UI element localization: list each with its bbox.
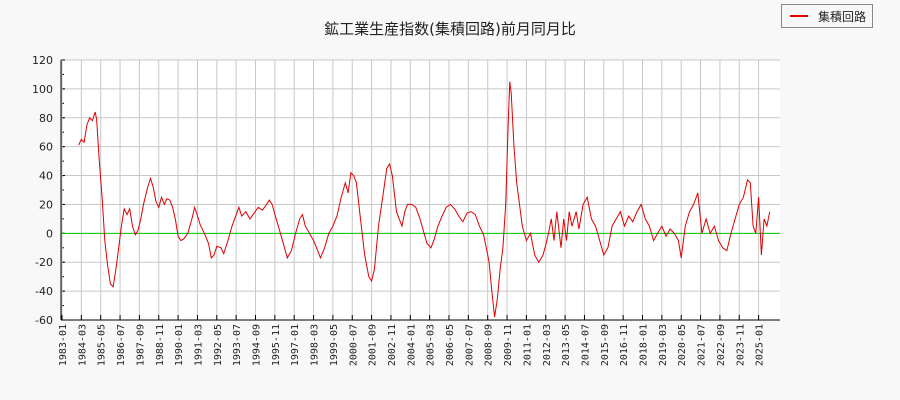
x-tick-label: 2014-07 [580,324,591,366]
legend-label: 集積回路 [818,9,867,24]
legend-swatch-red-line [790,15,808,17]
plot-area [61,60,780,320]
x-tick-label: 2002-11 [387,324,398,366]
x-tick-label: 1988-11 [155,324,166,366]
y-tick-label: 0 [46,227,53,240]
x-tick-label: 1983-01 [58,324,69,366]
y-tick-label: -20 [35,256,53,269]
x-tick-label: 1995-11 [271,324,282,366]
x-tick-label: 2016-11 [619,324,630,366]
x-tick-label: 1998-03 [310,324,321,366]
x-tick-label: 1986-07 [116,324,127,366]
y-tick-label: 40 [39,170,53,183]
x-tick-label: 1994-09 [252,324,263,366]
x-tick-label: 2019-03 [658,324,669,366]
x-tick-label: 2022-09 [716,324,727,366]
x-tick-label: 1991-03 [193,324,204,366]
y-tick-label: 80 [39,112,53,125]
x-tick-label: 2000-07 [348,324,359,366]
x-tick-label: 2009-11 [503,324,514,366]
x-tick-label: 2018-01 [639,324,650,366]
data-line-series [78,81,771,318]
x-tick-label: 2005-03 [426,324,437,366]
x-tick-label: 2004-01 [406,324,417,366]
x-tick-label: 1990-01 [174,324,185,366]
x-tick-label: 1987-09 [135,324,146,366]
x-tick-label: 2011-01 [522,324,533,366]
chart-title: 鉱工業生産指数(集積回路)前月同月比 [324,20,576,38]
x-tick-label: 2023-11 [735,324,746,366]
x-tick-label: 1999-05 [329,324,340,366]
x-tick-label: 2012-03 [542,324,553,366]
x-tick-label: 2001-09 [368,324,379,366]
y-tick-label: 100 [32,83,53,96]
legend: 集積回路 [781,4,873,28]
x-tick-label: 1985-05 [97,324,108,366]
x-tick-label: 2006-05 [445,324,456,366]
x-tick-label: 2021-07 [697,324,708,366]
x-tick-label: 2020-05 [677,324,688,366]
x-tick-label: 1992-05 [213,324,224,366]
x-tick-label: 1997-01 [290,324,301,366]
x-tick-label: 2007-07 [464,324,475,366]
x-tick-label: 2013-05 [561,324,572,366]
x-tick-label: 2015-09 [600,324,611,366]
x-tick-label: 1993-07 [232,324,243,366]
x-tick-label: 2025-01 [755,324,766,366]
y-tick-label: -40 [35,285,53,298]
x-tick-label: 1984-03 [77,324,88,366]
x-tick-label: 2008-09 [484,324,495,366]
y-tick-label: 60 [39,141,53,154]
y-tick-label: 20 [39,198,53,211]
y-tick-label: 120 [32,54,53,67]
y-tick-label: -60 [35,314,53,327]
